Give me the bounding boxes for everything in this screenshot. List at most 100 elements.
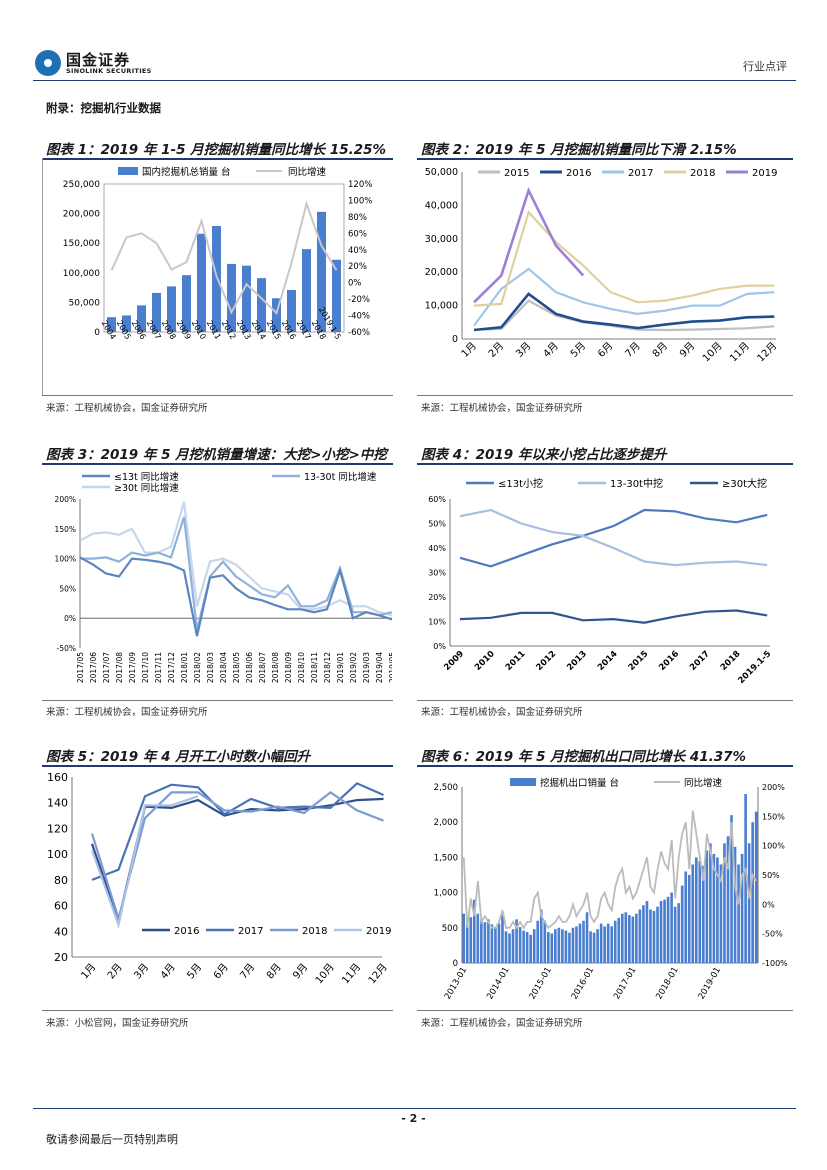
- y-left-tick: 1,500: [434, 853, 458, 863]
- y-tick: 30%: [428, 569, 446, 578]
- y-right-tick: 0%: [348, 279, 362, 289]
- y-tick: 0%: [433, 642, 446, 651]
- x-tick: 6月: [595, 340, 615, 360]
- y-left-tick: 2,000: [434, 818, 458, 828]
- bar: [550, 933, 554, 963]
- y-tick: 200%: [55, 495, 76, 504]
- y-left-tick: 500: [442, 924, 458, 934]
- bar: [197, 233, 206, 332]
- bar: [624, 912, 628, 963]
- x-tick: 2017/05: [76, 652, 85, 683]
- x-tick: 2019-01: [697, 966, 723, 1002]
- y-right-tick: 100%: [762, 842, 785, 851]
- logo-cn: 国金证券: [66, 51, 131, 69]
- bar: [487, 919, 490, 963]
- chart-3-title: 图表 3：2019 年 5 月挖机销量增速：大挖>小挖>中挖: [46, 447, 387, 463]
- x-tick: 2017/08: [115, 652, 124, 683]
- x-tick: 12月: [366, 961, 390, 986]
- bar: [480, 920, 483, 963]
- bar: [554, 929, 557, 963]
- panel-1-bottom-rule: [42, 395, 393, 396]
- series-line-2016: [90, 797, 384, 925]
- x-tick: 2017/12: [167, 652, 176, 683]
- bar: [673, 906, 677, 963]
- y-tick: 0: [452, 334, 458, 345]
- bar: [472, 899, 476, 963]
- bar: [557, 927, 561, 963]
- bar: [536, 920, 540, 963]
- bar: [525, 932, 529, 963]
- y-tick: 60%: [428, 495, 446, 504]
- y-tick: 100%: [55, 555, 76, 564]
- series-line-1: [80, 516, 392, 631]
- chart-3-source: 来源：工程机械协会，国金证券研究所: [46, 707, 208, 718]
- series-line-yoy: [110, 200, 338, 315]
- panel-3-bottom-rule: [42, 700, 393, 701]
- bar: [529, 934, 532, 963]
- bar: [287, 289, 296, 332]
- legend-label-1: 13-30t中挖: [610, 477, 663, 490]
- bar: [152, 292, 161, 332]
- chart-6-source: 来源：工程机械协会，国金证券研究所: [421, 1018, 583, 1029]
- bar: [603, 926, 606, 963]
- bar: [490, 924, 494, 963]
- chart-5: 20 40 60 80 100 120 140 160 2016 2017 2018 2019 1月 2月…: [47, 771, 391, 986]
- y-right-tick: 120%: [348, 180, 372, 190]
- panel-5-bottom-rule: [42, 1010, 393, 1011]
- legend-label-2: ≥30t大挖: [722, 477, 767, 490]
- chart-3: -50% 0% 50% 100% 150% 200% ≤13t 同比增速 13-30t 同比增…: [55, 471, 392, 683]
- x-tick: 2018/06: [245, 652, 254, 683]
- bar: [582, 920, 585, 963]
- bar: [687, 875, 691, 963]
- bar: [680, 885, 684, 963]
- y-tick: 60: [54, 900, 68, 913]
- chart-5-title: 图表 5：2019 年 4 月开工小时数小幅回升: [46, 749, 311, 765]
- bar: [747, 843, 751, 963]
- panel-2-bottom-rule: [417, 395, 793, 396]
- y-left-tick: 2,500: [434, 783, 458, 793]
- panel-6-top-rule: [417, 765, 793, 767]
- series-line-2: [79, 501, 392, 617]
- bar: [691, 864, 695, 963]
- bar: [182, 275, 191, 332]
- bar: [469, 917, 473, 963]
- x-tick: 2018/09: [284, 652, 293, 683]
- bar: [723, 843, 726, 963]
- bar: [670, 892, 673, 963]
- bar: [677, 903, 680, 963]
- bar: [694, 857, 698, 963]
- x-tick: 2019/04: [375, 652, 384, 683]
- x-tick: 2018/08: [271, 652, 280, 683]
- bar: [532, 929, 536, 963]
- bar: [518, 927, 522, 963]
- y-tick: 50%: [428, 520, 446, 529]
- x-tick: 2015-01: [528, 966, 554, 1002]
- bar: [501, 915, 504, 963]
- series-line-2017: [473, 267, 775, 327]
- y-tick: 30,000: [425, 234, 458, 245]
- y-left-tick: 0: [94, 328, 100, 338]
- bar: [546, 932, 550, 963]
- bar: [649, 909, 652, 963]
- series-line-2: [459, 609, 768, 624]
- y-tick: 80: [54, 874, 68, 887]
- y-left-tick: 250,000: [63, 180, 100, 190]
- chart-6: 0 500 1,000 1,500 2,000 2,500 -100% -50% 0% 50% 10…: [434, 777, 789, 1002]
- y-tick: 150%: [55, 525, 76, 534]
- y-right-tick: 60%: [348, 229, 367, 239]
- x-tick: 7月: [238, 961, 258, 981]
- x-tick: 2017/09: [128, 652, 137, 683]
- y-right-tick: -20%: [348, 295, 370, 305]
- y-left-tick: 150,000: [63, 239, 100, 249]
- y-tick: 0%: [64, 614, 76, 623]
- series-line-2019: [90, 795, 199, 929]
- y-left-tick: 100,000: [63, 269, 100, 279]
- x-tick: 1月: [459, 340, 479, 360]
- x-tick: 2009: [442, 649, 466, 673]
- y-right-tick: 80%: [348, 213, 367, 223]
- header-divider: [33, 80, 796, 81]
- x-tick: 2017/07: [102, 652, 111, 683]
- legend-label-yoy: 同比增速: [684, 777, 723, 789]
- y-right-tick: 200%: [762, 783, 785, 792]
- legend-label-sales: 国内挖掘机总销量 台: [142, 166, 231, 178]
